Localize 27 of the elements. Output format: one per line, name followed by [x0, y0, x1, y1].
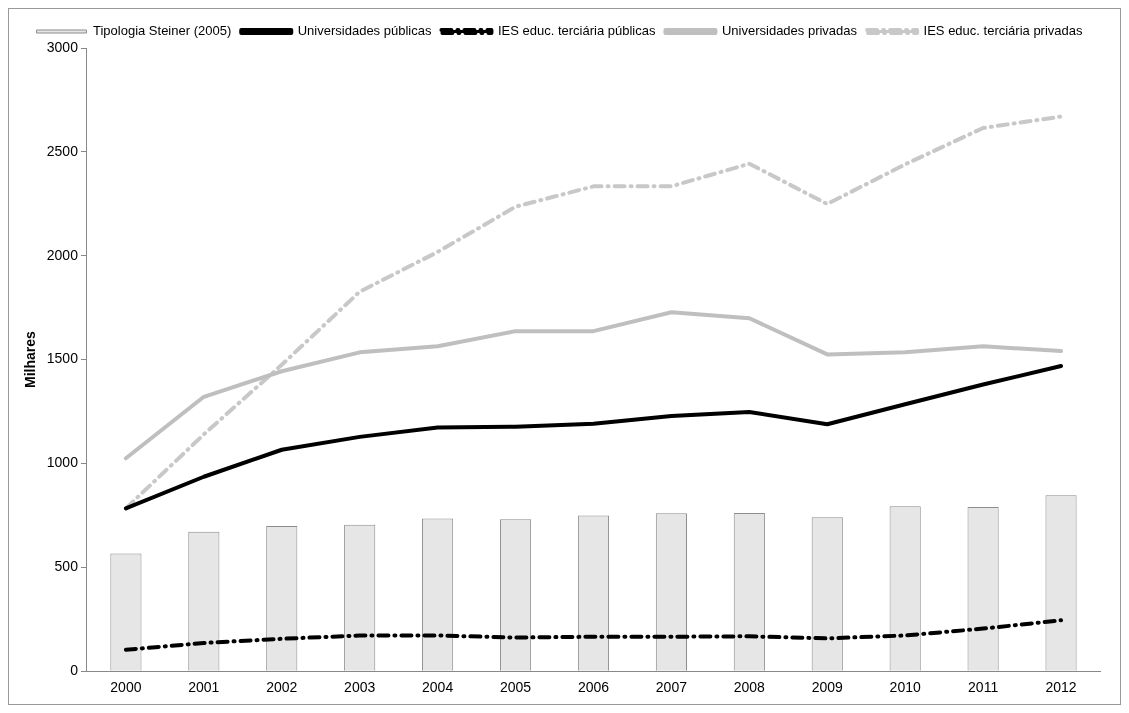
y-tick-label: 500	[54, 558, 79, 575]
y-tick-label: 1500	[46, 350, 79, 367]
x-tick-label: 2010	[889, 679, 921, 696]
legend-label: Universidades privadas	[721, 23, 858, 39]
x-tick-label: 2003	[344, 679, 376, 696]
x-tick-label: 2000	[110, 679, 142, 696]
x-tick-label: 2007	[655, 679, 688, 696]
legend-label: IES educ. terciária privadas	[923, 23, 1084, 39]
y-tick-label: 2500	[46, 142, 79, 159]
y-tick-label: 2000	[46, 246, 79, 263]
x-tick-label: 2005	[499, 679, 532, 696]
x-tick-label: 2004	[422, 679, 454, 696]
x-tick-label: 2008	[733, 679, 766, 696]
x-tick-label: 2002	[266, 679, 298, 696]
x-tick-label: 2012	[1045, 679, 1077, 696]
y-axis-title: Milhares	[22, 330, 39, 389]
legend-label: Universidades públicas	[297, 23, 432, 39]
legend-label: Tipologia Steiner (2005)	[92, 23, 232, 39]
x-tick-label: 2001	[188, 679, 220, 696]
x-tick-label: 2009	[811, 679, 844, 696]
x-tick-label: 2006	[577, 679, 610, 696]
line-series	[123, 618, 1064, 652]
y-tick-label: 0	[70, 662, 79, 679]
legend-label: IES educ. terciária públicas	[497, 23, 656, 39]
y-tick-label: 1000	[46, 454, 79, 471]
y-tick-label: 3000	[46, 38, 79, 55]
x-tick-label: 2011	[968, 679, 999, 696]
